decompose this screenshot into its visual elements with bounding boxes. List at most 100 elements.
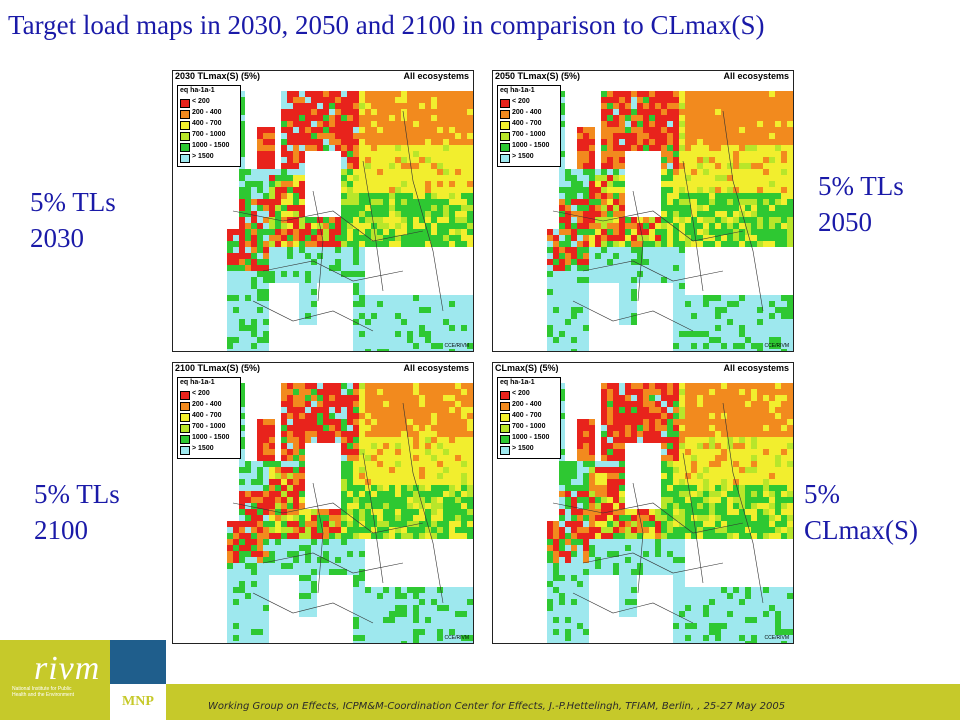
footer-text: Working Group on Effects, ICPM&M-Coordin… <box>208 701 786 712</box>
mnp-logo: MNP <box>122 694 154 709</box>
label-clmax-line2: CLmax(S) <box>804 515 918 545</box>
europe-map-svg <box>227 91 473 351</box>
map-legend: eq ha-1a-1 < 200 200 - 400 400 - 700 700 - 1… <box>497 85 561 167</box>
legend-swatch <box>500 121 510 130</box>
legend-swatch <box>500 435 510 444</box>
legend-label: 200 - 400 <box>512 109 542 116</box>
label-clmax-line1: 5% <box>804 479 840 509</box>
rivm-logo-word: rivm <box>34 650 101 687</box>
label-tls-2100-line1: 5% TLs <box>34 479 120 509</box>
label-tls-2100-line2: 2100 <box>34 515 88 545</box>
legend-swatch <box>180 110 190 119</box>
map-2030: 2030 TLmax(S) (5%) All ecosystems eq ha-1a… <box>172 70 474 352</box>
legend-swatch <box>180 154 190 163</box>
map-legend: eq ha-1a-1 < 200 200 - 400 400 - 700 700 - 1… <box>177 377 241 459</box>
map-title: CLmax(S) (5%) <box>495 363 559 373</box>
legend-label: 700 - 1000 <box>192 423 226 430</box>
legend-label: < 200 <box>192 98 210 105</box>
rivm-logo-block <box>0 640 110 720</box>
map-ecosystems-label: All ecosystems <box>403 363 469 373</box>
map-credit: CCE/RIVM <box>444 635 469 641</box>
map-clmax: CLmax(S) (5%) All ecosystems eq ha-1a-1 < 2… <box>492 362 794 644</box>
map-header: 2100 TLmax(S) (5%) All ecosystems <box>173 363 473 375</box>
map-legend: eq ha-1a-1 < 200 200 - 400 400 - 700 700 - 1… <box>177 85 241 167</box>
label-tls-2050-line2: 2050 <box>818 207 872 237</box>
legend-swatch <box>500 132 510 141</box>
legend-label: < 200 <box>512 98 530 105</box>
legend-label: 1000 - 1500 <box>512 434 550 441</box>
map-header: CLmax(S) (5%) All ecosystems <box>493 363 793 375</box>
europe-map-svg <box>547 91 793 351</box>
label-tls-2050-line1: 5% TLs <box>818 171 904 201</box>
map-header: 2030 TLmax(S) (5%) All ecosystems <box>173 71 473 83</box>
legend-swatch <box>180 424 190 433</box>
legend-swatch <box>500 154 510 163</box>
legend-swatch <box>500 413 510 422</box>
map-ecosystems-label: All ecosystems <box>723 71 789 81</box>
map-header: 2050 TLmax(S) (5%) All ecosystems <box>493 71 793 83</box>
logo-white-square <box>110 684 166 720</box>
legend-label: 200 - 400 <box>512 401 542 408</box>
europe-map-svg <box>547 383 793 643</box>
map-2050: 2050 TLmax(S) (5%) All ecosystems eq ha-1a… <box>492 70 794 352</box>
label-tls-2030: 5% TLs 2030 <box>30 184 116 256</box>
legend-unit: eq ha-1a-1 <box>180 87 215 94</box>
label-tls-2030-line1: 5% TLs <box>30 187 116 217</box>
legend-label: 200 - 400 <box>192 109 222 116</box>
legend-label: > 1500 <box>192 445 214 452</box>
legend-label: > 1500 <box>192 153 214 160</box>
legend-swatch <box>180 121 190 130</box>
legend-label: < 200 <box>192 390 210 397</box>
label-clmax: 5% CLmax(S) <box>804 476 918 548</box>
map-credit: CCE/RIVM <box>444 343 469 349</box>
map-title: 2100 TLmax(S) (5%) <box>175 363 261 373</box>
map-credit: CCE/RIVM <box>764 635 789 641</box>
legend-label: 400 - 700 <box>512 412 542 419</box>
legend-swatch <box>500 446 510 455</box>
legend-label: 700 - 1000 <box>192 131 226 138</box>
map-ecosystems-label: All ecosystems <box>403 71 469 81</box>
label-tls-2100: 5% TLs 2100 <box>34 476 120 548</box>
legend-swatch <box>180 446 190 455</box>
legend-swatch <box>180 402 190 411</box>
map-ecosystems-label: All ecosystems <box>723 363 789 373</box>
legend-label: > 1500 <box>512 445 534 452</box>
legend-swatch <box>500 402 510 411</box>
legend-label: 700 - 1000 <box>512 131 546 138</box>
legend-swatch <box>500 424 510 433</box>
legend-unit: eq ha-1a-1 <box>500 87 535 94</box>
legend-swatch <box>180 435 190 444</box>
legend-label: 1000 - 1500 <box>512 142 550 149</box>
legend-swatch <box>500 110 510 119</box>
legend-label: > 1500 <box>512 153 534 160</box>
legend-swatch <box>180 391 190 400</box>
legend-label: 400 - 700 <box>512 120 542 127</box>
label-tls-2050: 5% TLs 2050 <box>818 168 904 240</box>
legend-unit: eq ha-1a-1 <box>500 379 535 386</box>
legend-swatch <box>180 143 190 152</box>
logo-blue-square <box>110 640 166 684</box>
map-title: 2030 TLmax(S) (5%) <box>175 71 261 81</box>
legend-unit: eq ha-1a-1 <box>180 379 215 386</box>
legend-swatch <box>500 143 510 152</box>
legend-swatch <box>180 99 190 108</box>
legend-label: 700 - 1000 <box>512 423 546 430</box>
legend-swatch <box>500 391 510 400</box>
rivm-logo-subtitle: National Institute for Public Health and… <box>12 686 74 698</box>
legend-label: 400 - 700 <box>192 120 222 127</box>
legend-label: < 200 <box>512 390 530 397</box>
slide-title: Target load maps in 2030, 2050 and 2100 … <box>8 10 765 40</box>
label-tls-2030-line2: 2030 <box>30 223 84 253</box>
map-credit: CCE/RIVM <box>764 343 789 349</box>
legend-label: 1000 - 1500 <box>192 434 230 441</box>
europe-map-svg <box>227 383 473 643</box>
legend-swatch <box>180 413 190 422</box>
map-2100: 2100 TLmax(S) (5%) All ecosystems eq ha-1a… <box>172 362 474 644</box>
legend-swatch <box>500 99 510 108</box>
legend-label: 200 - 400 <box>192 401 222 408</box>
legend-label: 400 - 700 <box>192 412 222 419</box>
legend-label: 1000 - 1500 <box>192 142 230 149</box>
map-title: 2050 TLmax(S) (5%) <box>495 71 581 81</box>
map-legend: eq ha-1a-1 < 200 200 - 400 400 - 700 700 - 1… <box>497 377 561 459</box>
legend-swatch <box>180 132 190 141</box>
